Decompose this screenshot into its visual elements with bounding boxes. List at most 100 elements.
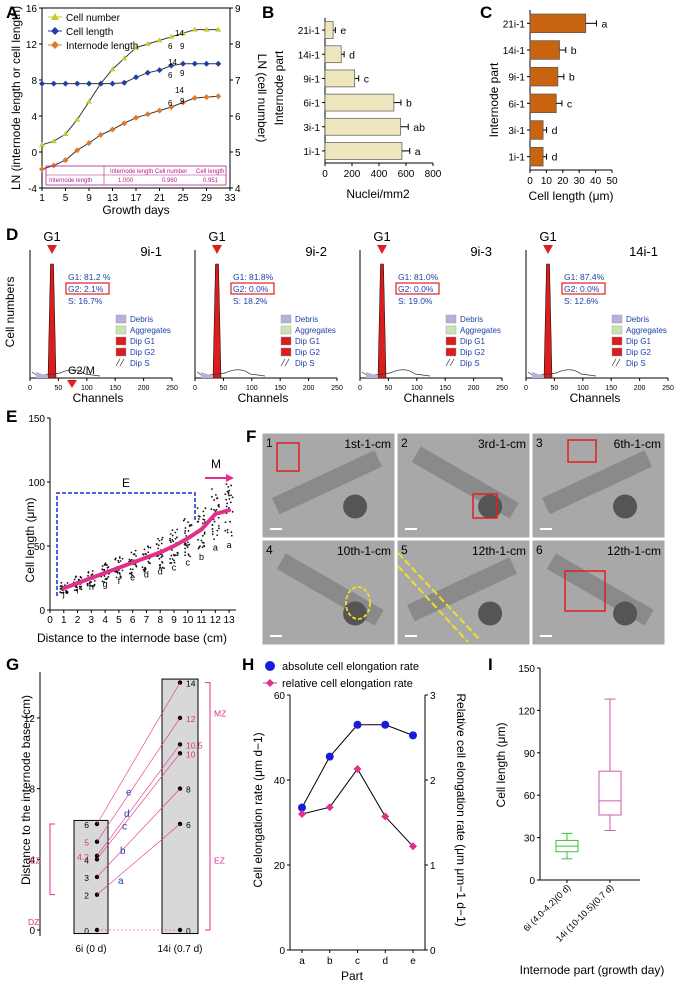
data-point — [91, 585, 94, 588]
data-point — [160, 553, 163, 556]
table-header-cell: Internode length — [110, 169, 153, 175]
data-point — [146, 545, 149, 548]
data-point — [160, 556, 163, 559]
x-tick-label: 200 — [344, 169, 361, 180]
legend-label: Dip S — [460, 359, 480, 368]
data-point — [160, 542, 163, 545]
data-point — [117, 561, 120, 564]
y-right-tick-label: 6 — [235, 112, 241, 123]
data-point — [217, 524, 220, 527]
x-tick-label: 10 — [182, 615, 194, 626]
y-tick-label: 60 — [524, 791, 536, 802]
data-point — [86, 583, 89, 585]
y-tick-label: 16 — [26, 4, 38, 15]
scale-bar — [405, 635, 417, 637]
histogram-trace — [527, 369, 597, 377]
x-tick-label: 29 — [201, 193, 213, 204]
data-point — [60, 581, 63, 584]
panel-b: B Internode part Nuclei/mm2 e 21i-1 d 14i-1… — [262, 3, 442, 201]
link-label: b — [120, 846, 126, 857]
series-line — [41, 95, 219, 170]
data-point — [409, 842, 417, 851]
data-point — [62, 157, 69, 164]
data-point — [203, 514, 205, 517]
y-tick-label: 100 — [28, 478, 45, 489]
data-point — [88, 582, 91, 585]
organelle — [343, 494, 368, 519]
data-point — [201, 534, 204, 537]
data-point — [79, 587, 81, 590]
panel-g: G Distance to the internode base (cm) 0 4… — [6, 655, 226, 955]
panel-d: D Cell numbers 0 50 100 150 200 250 G1 9i-1 G1: … — [3, 225, 674, 405]
data-point — [160, 538, 163, 541]
panel-h-ylabel-left: Cell elongation rate (μm d−1) — [251, 732, 265, 887]
s-percent: S: 16.7% — [68, 296, 103, 306]
significance-letter: a — [227, 540, 232, 550]
link-label: a — [118, 876, 124, 887]
image-label: 12th-1-cm — [607, 544, 661, 558]
legend-label: Dip G1 — [295, 337, 320, 346]
legend-swatch — [445, 336, 457, 346]
data-point — [161, 555, 164, 557]
right-point-label: 0 — [186, 926, 191, 936]
data-point — [214, 493, 217, 496]
data-point — [158, 557, 161, 560]
scale-bar — [540, 528, 552, 530]
bar — [529, 120, 544, 140]
data-point — [325, 752, 334, 761]
data-point — [176, 528, 179, 531]
data-point — [161, 536, 164, 539]
data-point — [225, 505, 228, 508]
data-point — [353, 764, 362, 773]
data-point — [199, 545, 201, 548]
panel-a-legend: Cell number Cell length Internode length — [48, 13, 138, 52]
legend-swatch — [280, 325, 292, 335]
panel-c-ylabel: Internode part — [487, 62, 501, 137]
category-label: 14i-1 — [298, 50, 321, 61]
data-point — [203, 531, 206, 534]
x-tick-label: 400 — [371, 169, 388, 180]
g1-arrow-icon — [212, 245, 222, 254]
data-point — [187, 554, 190, 556]
significance-letter: c — [567, 98, 572, 110]
data-point — [176, 536, 178, 539]
data-point — [169, 557, 172, 560]
data-point — [128, 558, 131, 561]
panel-label-a: A — [6, 3, 18, 22]
data-point — [214, 510, 217, 513]
bar — [324, 21, 334, 39]
sample-label: 9i-2 — [305, 244, 327, 259]
panel-a: A LN (internode length or cell length) L… — [6, 3, 269, 217]
data-point — [230, 534, 233, 537]
panel-i-ylabel: Cell length (μm) — [494, 723, 508, 808]
data-point — [161, 561, 164, 564]
x-tick-label: 100 — [81, 385, 93, 392]
data-point — [109, 66, 116, 72]
legend-label: Dip G2 — [626, 348, 651, 357]
data-point — [216, 534, 219, 537]
data-point — [75, 586, 78, 589]
data-point — [173, 561, 176, 564]
bar — [529, 40, 560, 60]
data-point — [133, 44, 139, 50]
scale-bar — [270, 528, 282, 530]
data-point — [409, 731, 417, 740]
y-tick-label: 0 — [529, 876, 535, 887]
elongation-zone-bracket — [56, 492, 196, 596]
y-tick-label: 60 — [274, 691, 286, 702]
significance-letter: c — [364, 73, 369, 85]
data-point — [131, 574, 134, 577]
panel-h: H Cell elongation rate (μm d−1) Relative… — [242, 655, 468, 983]
data-point — [184, 547, 187, 550]
legend-cell-length: Cell length — [66, 27, 113, 38]
data-point — [106, 577, 108, 580]
data-point — [106, 566, 109, 569]
data-point — [62, 591, 65, 594]
y-tick-label: 150 — [518, 664, 535, 675]
data-point — [298, 810, 306, 818]
cell-wall-band — [272, 450, 383, 515]
x-tick-label: b — [327, 956, 333, 967]
series-line — [41, 29, 219, 146]
data-point — [211, 528, 214, 530]
micrograph-border — [261, 432, 396, 539]
